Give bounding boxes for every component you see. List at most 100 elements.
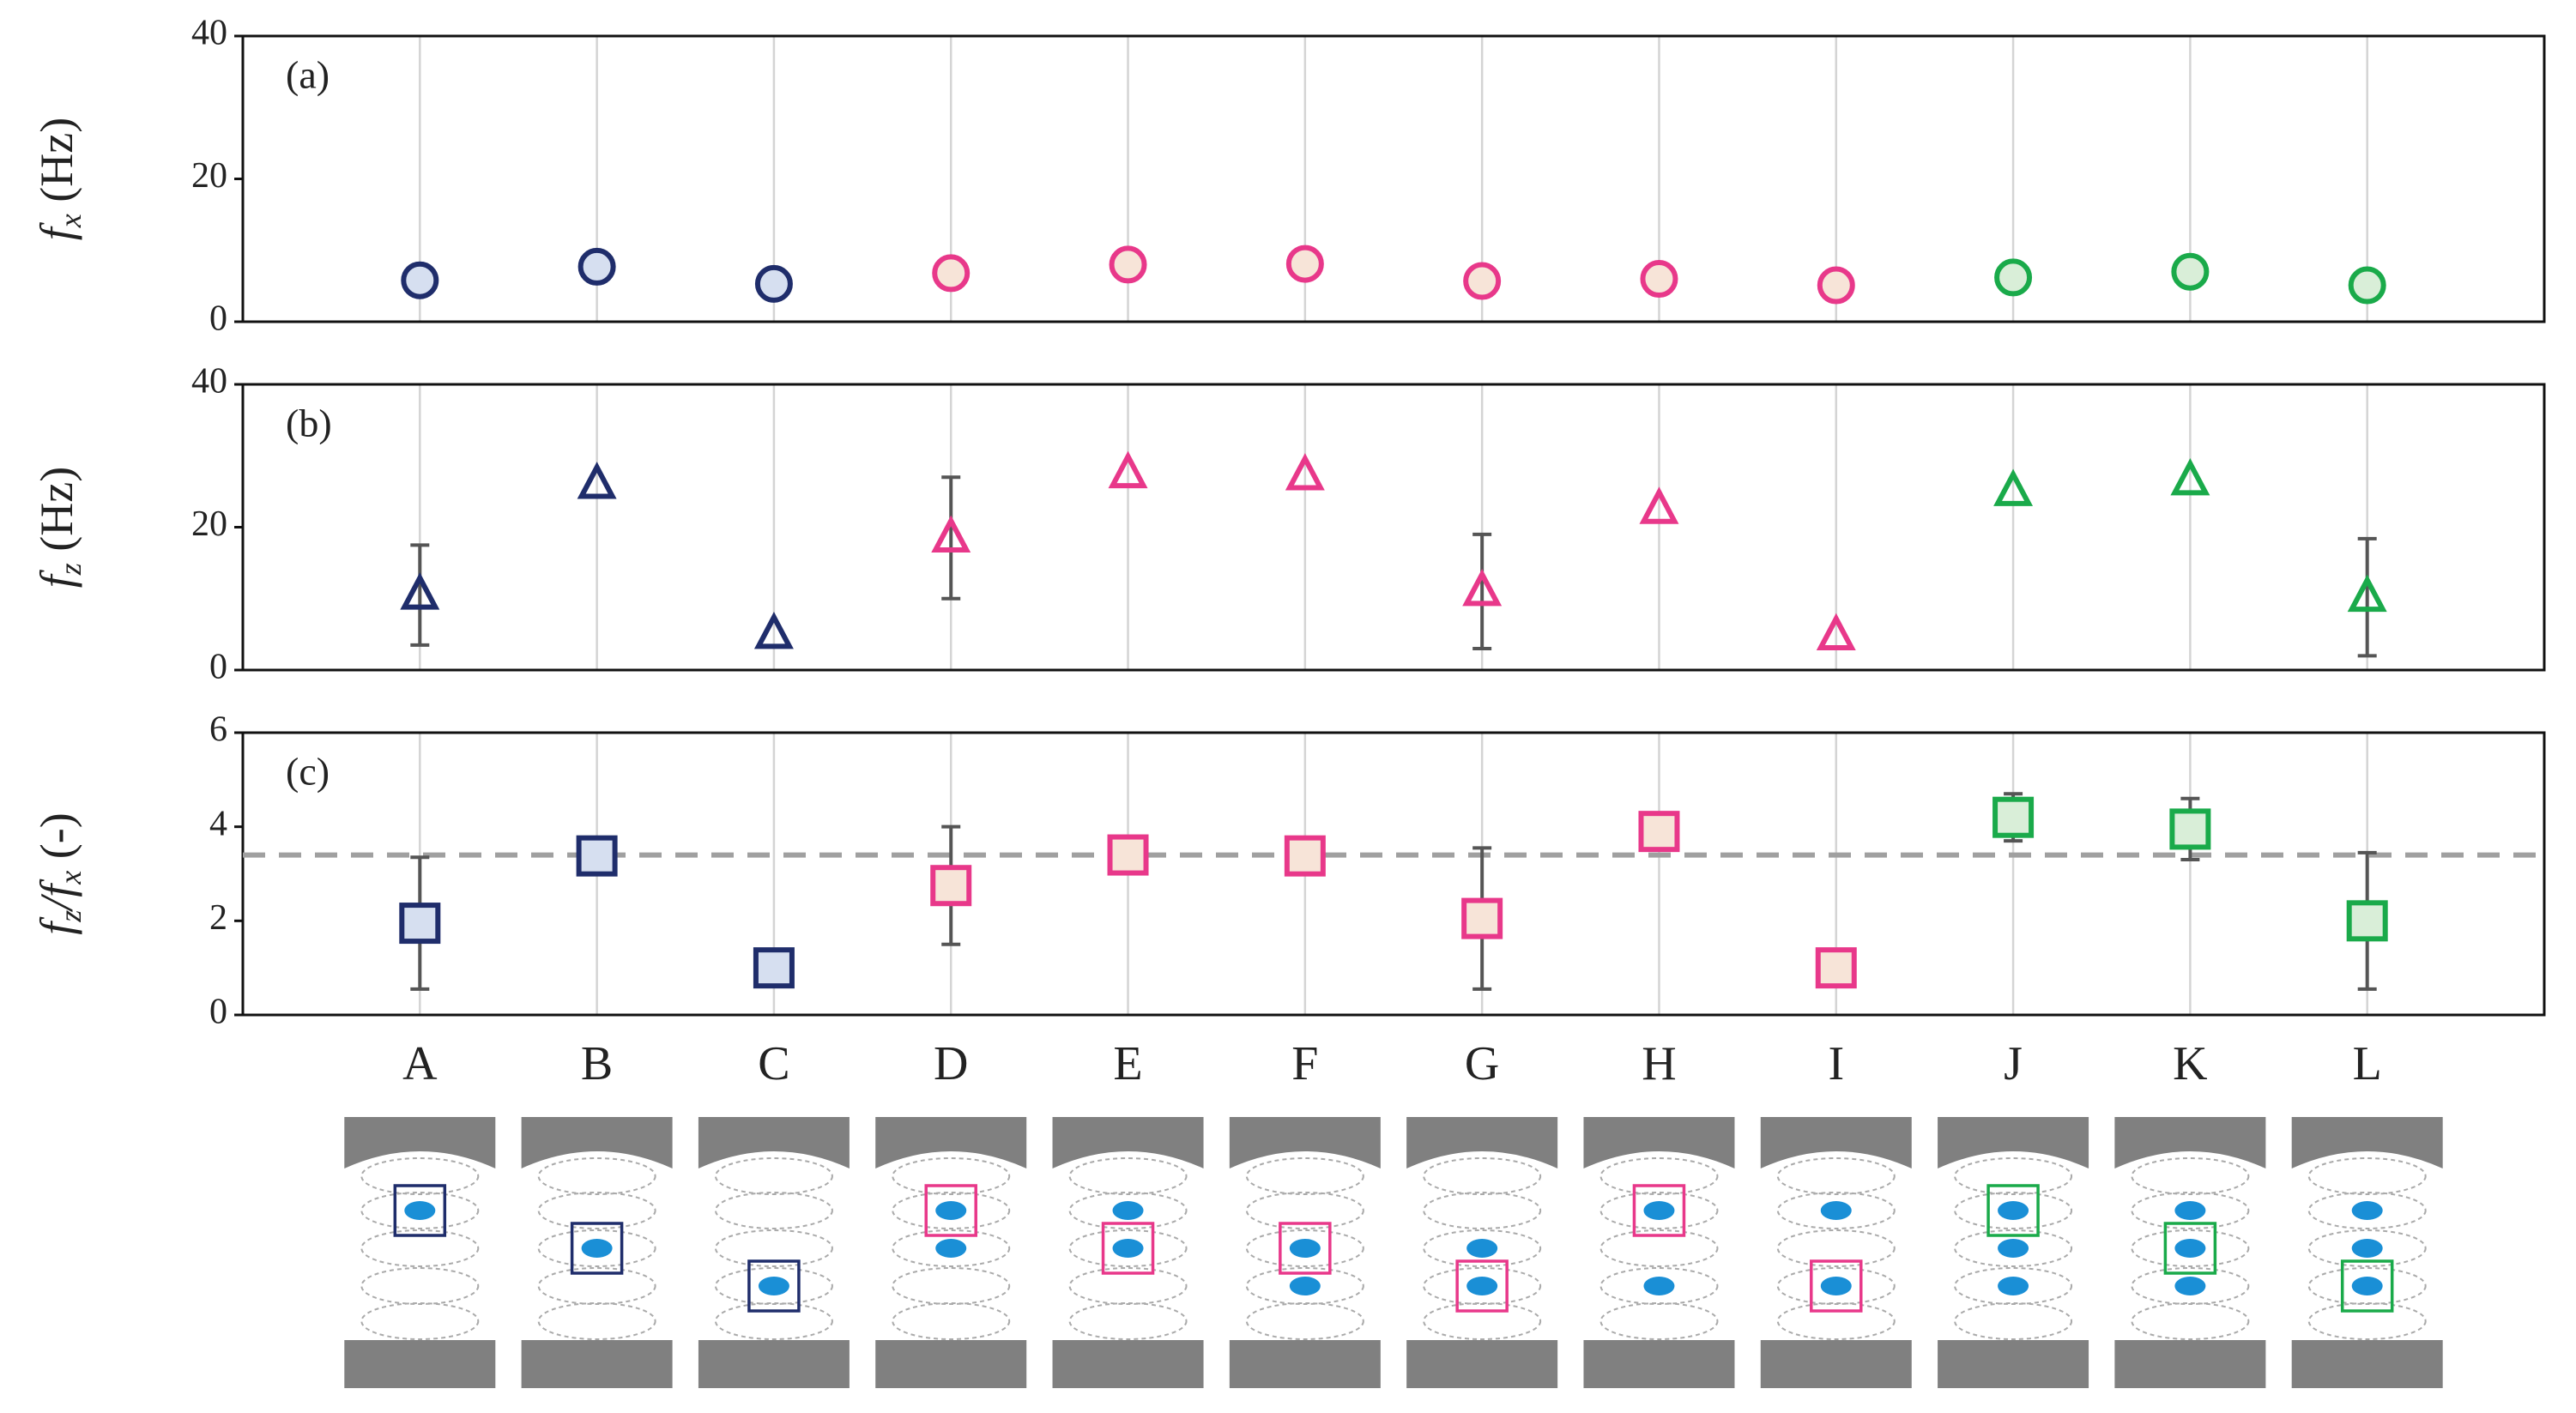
trap-site xyxy=(714,1267,833,1305)
bottom-electrode xyxy=(521,1340,673,1388)
trap-site xyxy=(1423,1302,1542,1340)
trap-site xyxy=(1423,1157,1542,1195)
trap-site xyxy=(2307,1302,2427,1340)
x-tick-label: A xyxy=(402,1037,438,1090)
trap-site xyxy=(2307,1157,2427,1195)
selected-box xyxy=(1455,1259,1509,1313)
trap-site xyxy=(1245,1157,1364,1195)
trap-site xyxy=(1423,1192,1542,1229)
trap-site xyxy=(1245,1192,1364,1229)
marker xyxy=(2169,808,2211,850)
marker xyxy=(1638,811,1680,853)
ion xyxy=(1289,1239,1321,1258)
ion xyxy=(1998,1277,2029,1295)
x-tick-label: G xyxy=(1465,1037,1499,1090)
selected-box xyxy=(924,1184,977,1237)
trap-site xyxy=(1776,1157,1896,1195)
bottom-electrode xyxy=(1052,1340,1204,1388)
selected-box xyxy=(747,1259,801,1313)
marker xyxy=(1815,947,1857,989)
x-tick-label: B xyxy=(581,1037,613,1090)
x-tick-label: C xyxy=(758,1037,789,1090)
trap-site xyxy=(892,1267,1011,1305)
marker xyxy=(2170,457,2210,496)
marker xyxy=(1109,245,1147,284)
ion xyxy=(1289,1277,1321,1295)
x-tick-label: D xyxy=(934,1037,968,1090)
marker xyxy=(1285,245,1324,283)
marker xyxy=(399,903,441,945)
top-electrode xyxy=(1406,1117,1558,1168)
selected-box xyxy=(393,1184,447,1237)
ion xyxy=(2351,1277,2383,1295)
trap-site xyxy=(1776,1229,1896,1267)
trap-site xyxy=(714,1192,833,1229)
trap-site xyxy=(1423,1267,1542,1305)
x-tick-label: E xyxy=(1113,1037,1142,1090)
panel-label: (b) xyxy=(286,402,332,445)
top-electrode xyxy=(875,1117,1027,1168)
trap-site xyxy=(1245,1229,1364,1267)
ion xyxy=(1643,1201,1675,1220)
marker xyxy=(577,247,616,286)
ion xyxy=(581,1239,613,1258)
trap-site xyxy=(537,1302,656,1340)
y-axis-label-part: z xyxy=(53,910,88,923)
marker xyxy=(753,611,794,649)
marker xyxy=(2348,266,2386,305)
ion xyxy=(1466,1277,1498,1295)
trap-site xyxy=(1776,1302,1896,1340)
trap-diagram xyxy=(2291,1117,2443,1388)
selected-box xyxy=(570,1222,624,1275)
y-axis-label: fz/fx (-) xyxy=(31,812,88,935)
ion xyxy=(2351,1239,2383,1258)
trap-diagram xyxy=(1760,1117,1912,1388)
x-tick-label: F xyxy=(1291,1037,1318,1090)
marker xyxy=(2347,574,2387,613)
trap-site xyxy=(1599,1192,1719,1229)
trap-site xyxy=(714,1229,833,1267)
top-electrode xyxy=(1938,1117,2089,1168)
top-electrode xyxy=(521,1117,673,1168)
marker xyxy=(1816,613,1856,651)
y-tick-label: 2 xyxy=(209,898,227,938)
top-electrode xyxy=(1583,1117,1735,1168)
y-axis-label: fz (Hz) xyxy=(31,467,88,588)
trap-site xyxy=(714,1302,833,1340)
trap-site xyxy=(1068,1192,1188,1229)
marker xyxy=(1107,834,1149,876)
bottom-electrode xyxy=(344,1340,496,1388)
trap-site xyxy=(1423,1229,1542,1267)
marker xyxy=(932,254,971,293)
trap-site xyxy=(2131,1157,2250,1195)
y-tick-label: 40 xyxy=(191,14,227,53)
top-electrode xyxy=(2114,1117,2266,1168)
trap-site xyxy=(2131,1192,2250,1229)
trap-diagram xyxy=(1229,1117,1381,1388)
trap-diagram xyxy=(1938,1117,2089,1388)
error-bar xyxy=(941,475,961,601)
trap-site xyxy=(1954,1157,2073,1195)
trap-site xyxy=(1776,1192,1896,1229)
x-tick-label: K xyxy=(2173,1037,2207,1090)
marker xyxy=(753,947,795,989)
bottom-electrode xyxy=(1760,1340,1912,1388)
error-bar xyxy=(2357,536,2377,658)
y-tick-label: 0 xyxy=(209,648,227,687)
trap-site xyxy=(1599,1267,1719,1305)
trap-site xyxy=(2307,1267,2427,1305)
error-bar xyxy=(1472,532,1492,651)
ion xyxy=(935,1201,967,1220)
y-axis-label-part: (-) xyxy=(31,812,82,870)
trap-site xyxy=(537,1267,656,1305)
marker xyxy=(400,572,440,610)
marker xyxy=(1461,897,1503,939)
marker xyxy=(1639,486,1679,524)
x-tick-label: J xyxy=(2004,1037,2023,1090)
marker xyxy=(930,865,972,907)
trap-diagram xyxy=(875,1117,1027,1388)
x-tick-label: I xyxy=(1828,1037,1844,1090)
trap-site xyxy=(892,1302,1011,1340)
trap-site xyxy=(1599,1229,1719,1267)
